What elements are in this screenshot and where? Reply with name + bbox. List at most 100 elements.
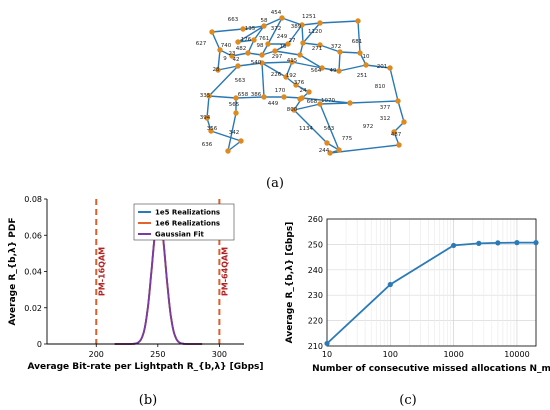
network-node <box>209 29 215 35</box>
y-tick-label: 260 <box>308 215 323 224</box>
link-length-label: 563 <box>324 126 335 132</box>
link-length-label: 312 <box>380 116 391 122</box>
modulation-threshold-label: PM-64QAM <box>220 247 229 296</box>
link-length-label: 176 <box>241 37 252 43</box>
x-tick-label: 300 <box>212 350 227 359</box>
network-link <box>319 44 341 53</box>
link-length-label: 201 <box>377 64 388 70</box>
y-tick-label: 230 <box>308 291 323 300</box>
link-length-label: 135 <box>245 26 256 32</box>
network-node <box>238 138 244 144</box>
link-length-label: 24 <box>300 88 307 94</box>
link-length-label: 377 <box>380 105 391 111</box>
network-link <box>287 24 303 45</box>
network-link <box>301 22 321 26</box>
network-node <box>261 94 267 100</box>
link-length-label: 636 <box>202 142 213 148</box>
x-tick-label: 250 <box>150 350 165 359</box>
network-link <box>217 65 239 71</box>
network-node <box>208 128 214 134</box>
network-link <box>206 95 210 119</box>
network-node <box>240 26 246 32</box>
network-node <box>387 65 393 71</box>
network-node <box>347 100 353 106</box>
network-link <box>237 25 265 43</box>
network-link <box>319 20 359 24</box>
network-link <box>291 61 323 69</box>
network-node <box>261 23 267 29</box>
network-link <box>301 97 351 104</box>
link-length-label: 9 <box>223 56 227 62</box>
network-node <box>306 89 312 95</box>
link-length-label: 49 <box>330 68 337 74</box>
link-length-label: 487 <box>391 132 402 138</box>
x-tick-label: 200 <box>89 350 104 359</box>
y-tick-label: 0.04 <box>24 268 42 277</box>
y-tick-label: 0.02 <box>24 304 42 313</box>
link-length-label: 335 <box>200 93 211 99</box>
network-node <box>235 63 241 69</box>
network-link <box>302 42 321 46</box>
network-node <box>215 67 221 73</box>
network-node <box>235 39 241 45</box>
link-length-label: 386 <box>251 92 262 98</box>
network-link <box>321 67 340 72</box>
network-link <box>235 96 265 99</box>
bitrate-vs-missed-allocations-chart: 210 220 230 240 250 260 10 100 1000 10000 Number o… <box>285 215 550 374</box>
y-tick-label: 0 <box>37 340 42 349</box>
network-link <box>253 25 265 41</box>
network-node <box>233 95 239 101</box>
network-link <box>231 52 249 57</box>
network-node <box>317 20 323 26</box>
network-link <box>365 64 391 69</box>
link-length-label: 1134 <box>299 126 313 132</box>
network-node <box>336 147 342 153</box>
link-length-label: 1070 <box>321 98 335 104</box>
link-length-label: 389 <box>291 24 302 30</box>
network-link <box>217 49 221 71</box>
link-length-label: 249 <box>277 34 288 40</box>
link-length-label: 297 <box>272 54 283 60</box>
network-node <box>293 82 299 88</box>
network-node <box>391 129 397 135</box>
link-length-label: 244 <box>319 148 330 154</box>
link-length-label: 663 <box>228 17 239 23</box>
y-tick-label: 240 <box>308 266 323 275</box>
link-length-label: 58 <box>261 18 268 24</box>
link-length-label: 271 <box>312 46 323 52</box>
caption-c: (c) <box>399 393 416 408</box>
link-length-label: 1120 <box>308 29 322 35</box>
network-node <box>225 148 231 154</box>
link-length-label: 226 <box>271 72 282 78</box>
network-node <box>363 62 369 68</box>
network-node <box>204 115 210 121</box>
network-link <box>389 67 399 102</box>
link-length-label: 356 <box>207 126 218 132</box>
network-link <box>293 103 321 111</box>
network-link <box>227 140 242 152</box>
network-node <box>319 65 325 71</box>
link-length-label: 449 <box>268 101 279 107</box>
caption-a: (a) <box>266 176 284 191</box>
network-link <box>397 100 405 123</box>
network-node <box>291 107 297 113</box>
network-node <box>395 98 401 104</box>
link-length-label: 372 <box>271 26 282 32</box>
pdf-chart: 0 0.02 0.04 0.06 0.08 200 250 300 PM-16QAM PM-64Q… <box>8 195 264 372</box>
network-node <box>355 18 361 24</box>
network-node <box>300 40 306 46</box>
y-tick-label: 210 <box>308 342 323 351</box>
network-node <box>317 42 323 48</box>
bitrate-data-point <box>495 240 501 246</box>
bitrate-data-point <box>324 340 330 347</box>
network-node <box>283 74 289 80</box>
network-link <box>339 51 361 54</box>
network-link <box>274 50 301 56</box>
network-link <box>210 130 242 142</box>
legend-label: Gaussian Fit <box>155 231 205 239</box>
link-length-label: 627 <box>196 41 207 47</box>
modulation-threshold-label: PM-16QAM <box>97 247 106 296</box>
network-link <box>237 62 263 67</box>
network-node <box>396 142 402 148</box>
network-node <box>279 15 285 21</box>
